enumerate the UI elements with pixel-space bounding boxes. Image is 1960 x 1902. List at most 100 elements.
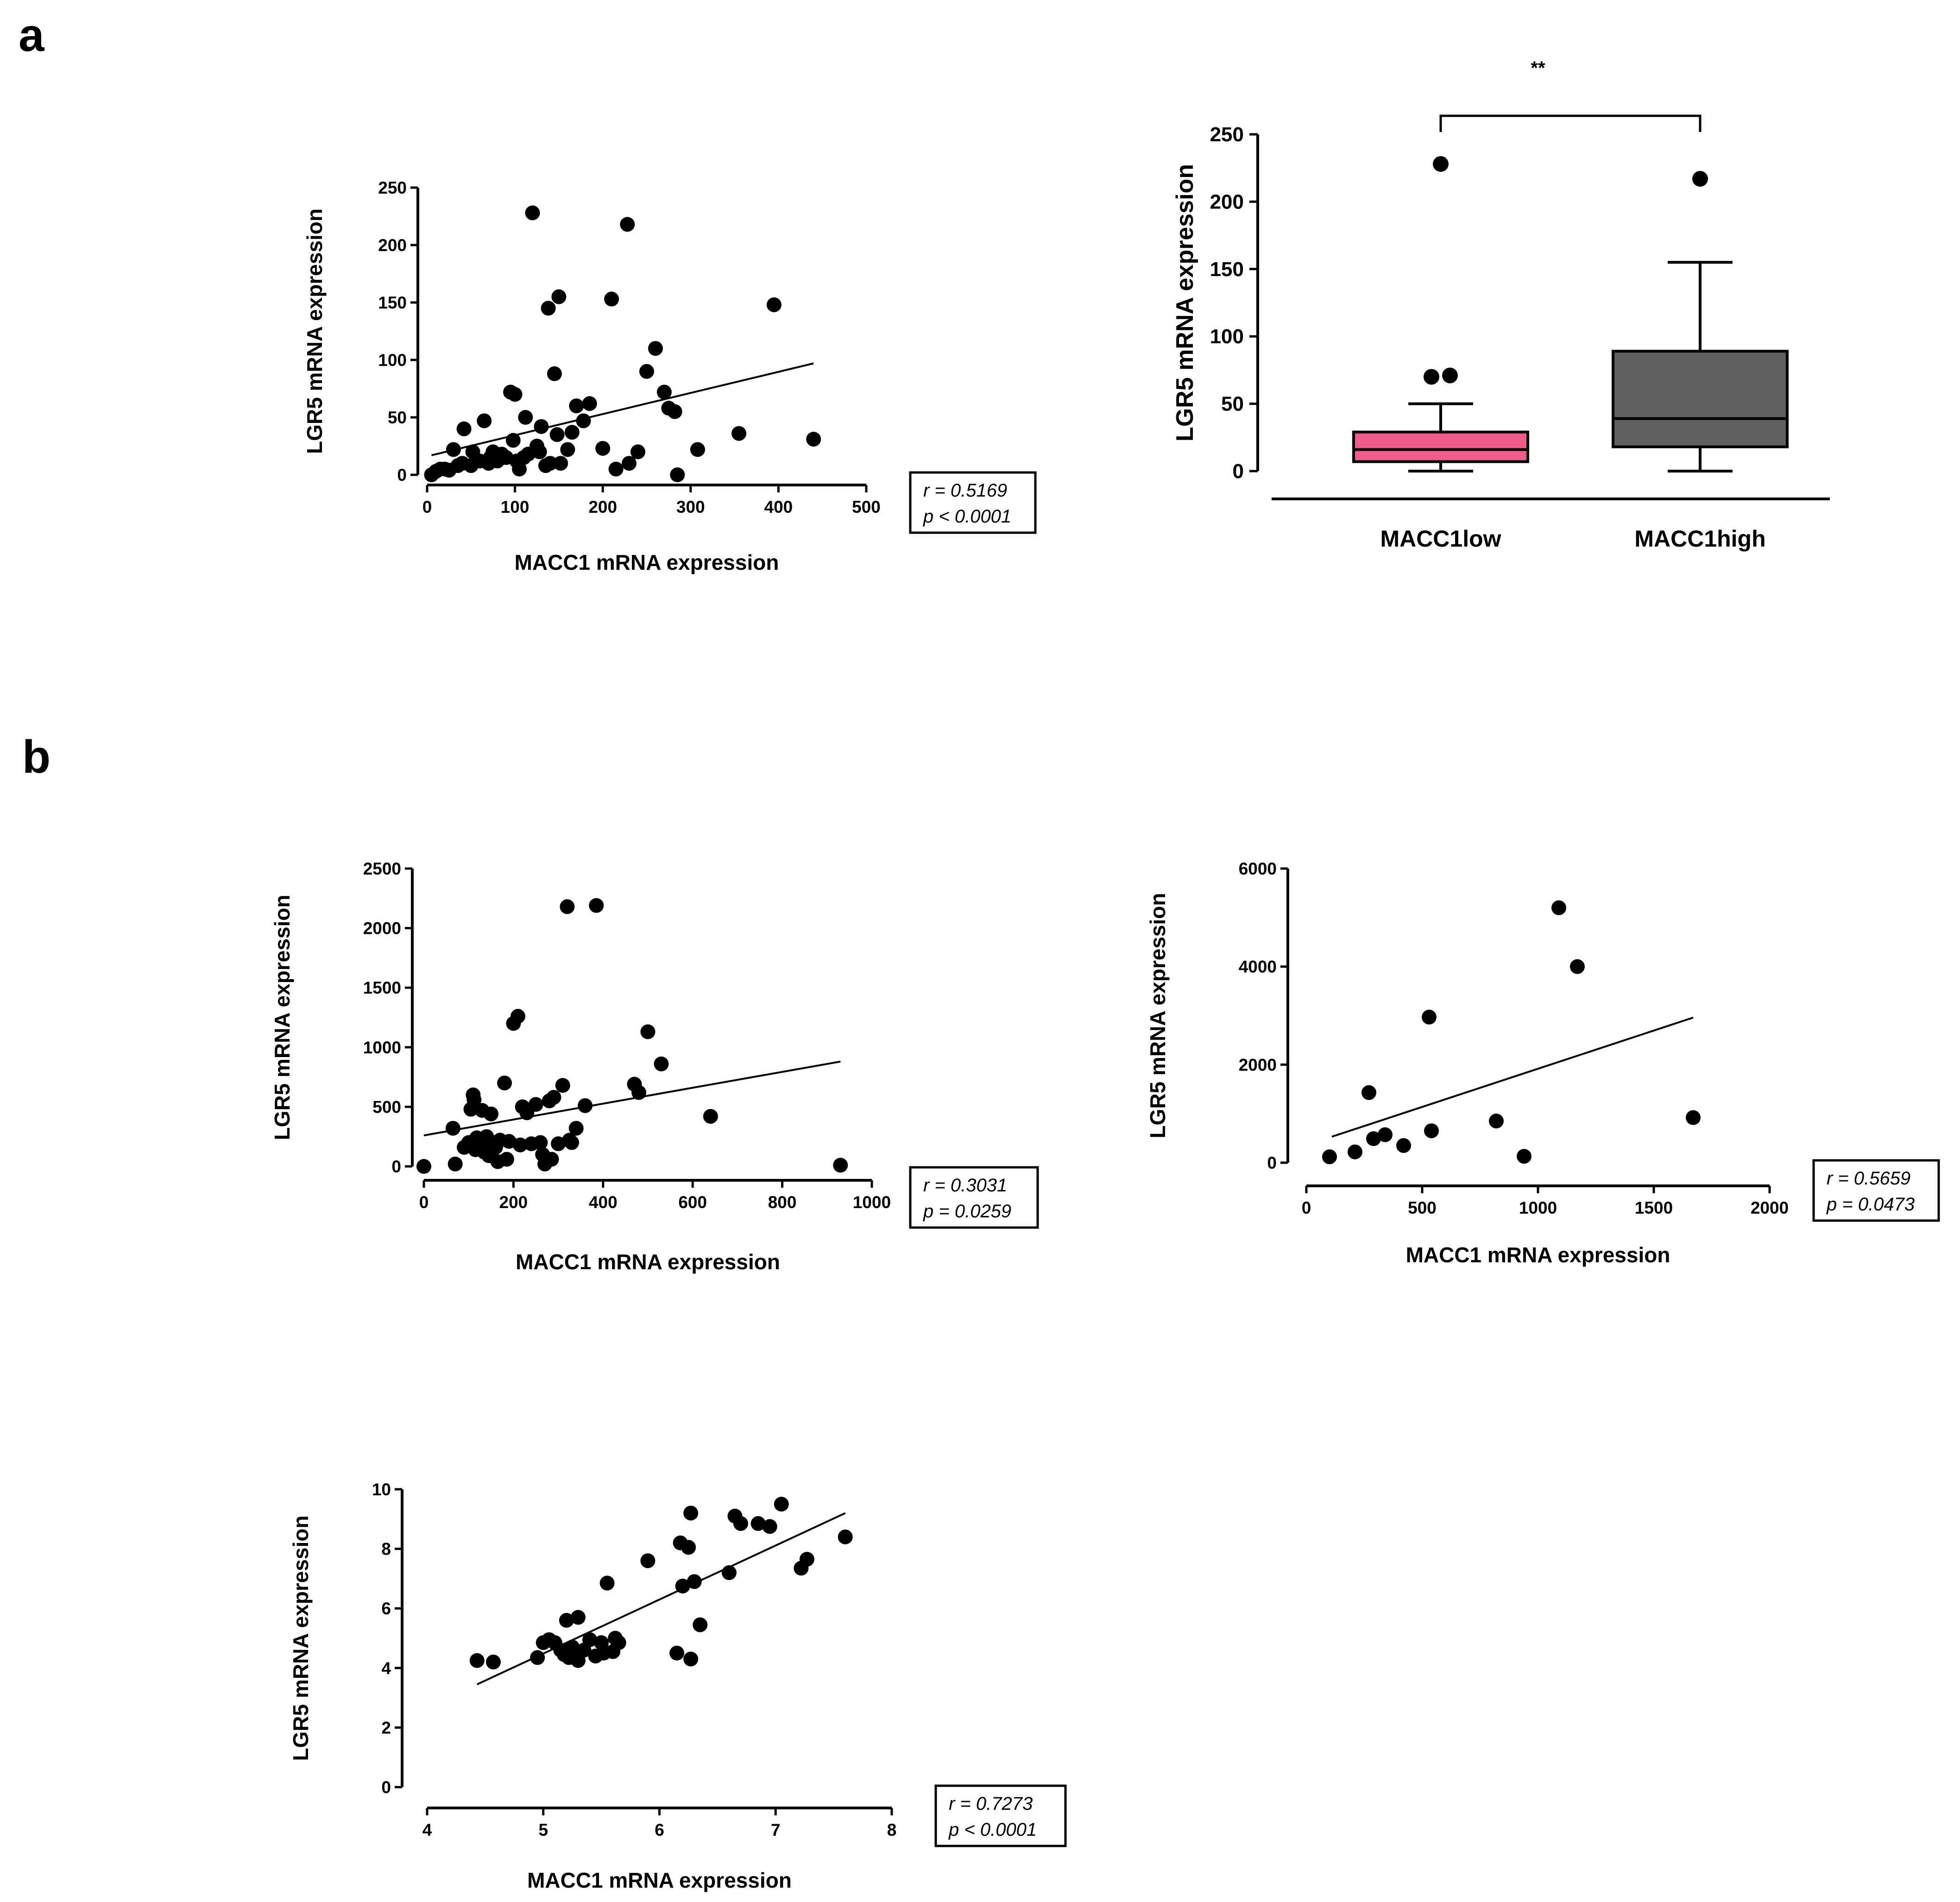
data-point [456, 421, 472, 436]
stat-r: r = 0.3031 [923, 1175, 1007, 1196]
data-point [560, 442, 575, 457]
data-point [484, 1106, 499, 1121]
y-tick-label: 150 [378, 293, 407, 312]
data-point [560, 899, 575, 914]
data-point [569, 398, 584, 414]
data-point [570, 1610, 586, 1625]
data-point [656, 384, 672, 400]
y-axis-title: LGR5 mRNA expression [1146, 893, 1170, 1139]
data-point [670, 467, 685, 482]
data-point [703, 1108, 718, 1124]
y-tick-label: 10 [372, 1480, 391, 1499]
data-point [416, 1159, 431, 1174]
stat-p: p = 0.0473 [1826, 1194, 1915, 1215]
x-tick-label: 100 [501, 498, 529, 516]
data-point [497, 1075, 512, 1090]
x-tick-label: 200 [588, 498, 617, 516]
y-tick-label: 500 [372, 1097, 401, 1116]
data-point [721, 1565, 737, 1581]
y-tick-label: 8 [381, 1540, 391, 1559]
x-tick-label: 500 [1408, 1198, 1437, 1217]
data-point [774, 1497, 789, 1512]
data-point [1517, 1149, 1531, 1164]
data-point [485, 1654, 501, 1669]
x-tick-label: 400 [589, 1193, 618, 1212]
category-label: MACC1high [1634, 526, 1765, 552]
box-MACC1low [1352, 430, 1529, 463]
outlier-point [1424, 369, 1439, 385]
data-point [1396, 1138, 1411, 1153]
data-point [578, 1098, 593, 1113]
y-tick-label: 150 [1210, 258, 1244, 281]
data-point [1348, 1144, 1362, 1159]
data-point [640, 1024, 655, 1039]
y-tick-label: 4 [381, 1659, 391, 1678]
data-point [654, 1056, 669, 1071]
data-point [611, 1635, 626, 1650]
data-point [505, 433, 521, 448]
data-point [541, 301, 556, 316]
x-tick-label: 1000 [1519, 1198, 1557, 1217]
data-point [799, 1552, 814, 1567]
data-point [533, 1135, 548, 1150]
data-point [542, 456, 558, 471]
chart-b-scatter-1: 0 500 1000 1500 2000 2500 0 200 400 600 800 1000 MAC… [270, 859, 1039, 1274]
data-point [477, 413, 492, 428]
data-point [564, 1135, 580, 1150]
y-tick-label: 2000 [363, 919, 401, 938]
data-point [555, 1078, 570, 1093]
data-point [1322, 1149, 1337, 1165]
y-tick-label: 0 [397, 466, 407, 485]
data-point [620, 217, 635, 232]
stat-p: p < 0.0001 [948, 1820, 1037, 1840]
y-axis-title: LGR5 mRNA expression [270, 895, 294, 1140]
data-point [669, 1645, 685, 1661]
data-point [466, 1092, 482, 1107]
regression-line [423, 1060, 841, 1137]
outlier-point [1433, 156, 1449, 172]
x-tick-label: 6 [655, 1820, 664, 1839]
data-point [1378, 1127, 1393, 1142]
x-tick-label: 600 [678, 1193, 707, 1212]
data-point [1686, 1110, 1701, 1125]
data-point [608, 461, 624, 477]
data-point [733, 1516, 749, 1531]
data-point [838, 1529, 853, 1544]
stat-p: p = 0.0259 [923, 1201, 1011, 1222]
data-point [806, 432, 821, 447]
stats-box [909, 471, 1037, 534]
data-point [551, 289, 567, 304]
data-point [528, 1097, 543, 1112]
data-point [559, 1612, 574, 1628]
x-axis-title: MACC1 mRNA expression [516, 1250, 780, 1274]
y-axis-title: LGR5 mRNA expression [1172, 164, 1198, 441]
data-point [446, 442, 461, 457]
y-tick-label: 250 [1210, 123, 1244, 146]
x-tick-label: 5 [538, 1820, 548, 1839]
data-point [599, 1575, 615, 1591]
y-tick-label: 50 [1221, 393, 1244, 416]
y-tick-label: 1500 [363, 978, 401, 997]
data-point [534, 419, 549, 434]
y-tick-label: 6 [381, 1599, 391, 1618]
x-tick-label: 500 [852, 498, 881, 516]
x-tick-label: 800 [768, 1193, 797, 1212]
x-axis-title: MACC1 mRNA expression [527, 1868, 792, 1892]
data-point [549, 427, 565, 442]
data-point [622, 456, 637, 471]
data-point [546, 1090, 561, 1105]
data-point [512, 461, 527, 477]
data-point [640, 1553, 655, 1568]
stats-box [1812, 1159, 1940, 1222]
x-tick-label: 1500 [1635, 1198, 1673, 1217]
data-point [589, 898, 604, 913]
chart-a-boxplot: 0 50 100 150 200 250 LGR5 mRNA expression MACC1… [1172, 58, 1830, 552]
data-point [750, 1516, 766, 1531]
x-tick-label: 200 [499, 1193, 528, 1212]
data-point [530, 1650, 545, 1665]
x-tick-label: 0 [419, 1193, 429, 1212]
data-point [693, 1617, 708, 1632]
y-tick-label: 2500 [363, 859, 401, 878]
data-point [1424, 1123, 1439, 1139]
